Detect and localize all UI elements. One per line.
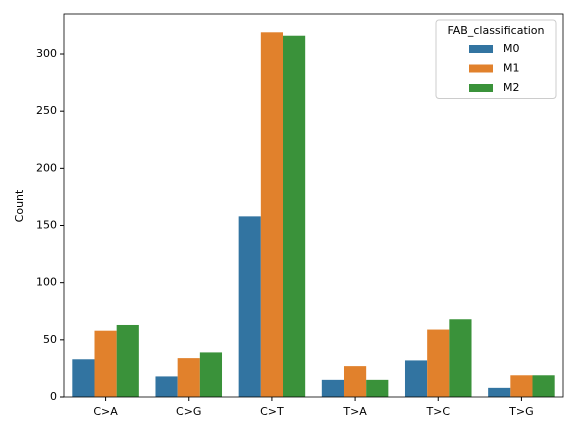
bar [238, 216, 261, 397]
bar [343, 366, 367, 397]
bar [488, 387, 511, 397]
x-tick-label: C>G [176, 405, 201, 418]
legend-box [435, 19, 557, 99]
x-tick-label: C>T [260, 405, 284, 418]
y-axis-label: Count [13, 189, 26, 222]
y-tick-label: 150 [36, 219, 57, 232]
bar [283, 35, 306, 398]
legend-label: M0 [503, 42, 520, 55]
legend-label: M1 [503, 62, 520, 75]
legend-title: FAB_classification [447, 24, 544, 37]
y-tick-label: 100 [36, 276, 57, 289]
bar [532, 375, 555, 397]
bar [155, 376, 178, 397]
bar [72, 359, 95, 397]
y-tick-label: 300 [36, 47, 57, 60]
y-tick-label: 0 [50, 390, 57, 403]
bar [94, 330, 117, 397]
y-tick-label: 250 [36, 104, 57, 117]
x-tick-label: T>G [508, 405, 533, 418]
bar [427, 329, 450, 397]
x-tick-label: C>A [93, 405, 118, 418]
legend-swatch [469, 45, 493, 53]
bar [449, 319, 472, 397]
x-tick-label: T>A [342, 405, 367, 418]
bar [177, 358, 200, 397]
bar [404, 360, 428, 397]
legend-label: M2 [503, 81, 520, 94]
bar [199, 352, 223, 397]
y-tick-label: 200 [36, 161, 57, 174]
bar [510, 375, 533, 397]
x-tick-label: T>C [425, 405, 450, 418]
legend-swatch [469, 64, 493, 73]
bar [116, 324, 139, 397]
y-tick-label: 50 [43, 333, 57, 346]
legend-swatch [469, 84, 493, 92]
axes-frame [63, 13, 564, 398]
bar [321, 379, 344, 397]
bar [260, 32, 284, 397]
bar [366, 379, 389, 397]
